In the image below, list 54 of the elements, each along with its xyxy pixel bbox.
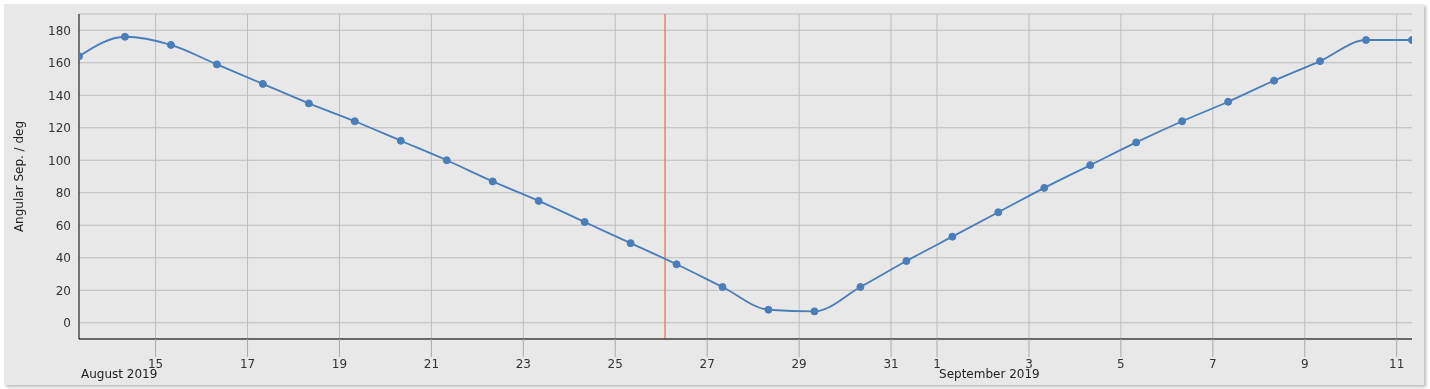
point [1132, 138, 1141, 147]
point [166, 40, 175, 49]
point [764, 305, 773, 314]
y-tick-label: 80 [55, 186, 71, 201]
point [1086, 161, 1095, 170]
x-tick-label: 27 [699, 356, 715, 371]
x-tick-label: 11 [1389, 356, 1405, 371]
y-tick-label: 100 [48, 153, 71, 168]
point [120, 32, 129, 41]
point [1316, 57, 1325, 66]
x-tick-label: 5 [1117, 356, 1125, 371]
y-tick-label: 180 [48, 23, 71, 38]
point [1040, 183, 1049, 192]
point [488, 177, 497, 186]
point [258, 79, 267, 88]
point [902, 257, 911, 265]
x-tick-label: 9 [1300, 356, 1309, 371]
point [810, 307, 819, 316]
y-tick-label: 40 [55, 251, 71, 266]
point [856, 283, 865, 291]
x-tick-label: 1 [933, 356, 941, 371]
point [626, 239, 635, 248]
x-tick-label: 19 [331, 356, 348, 371]
point [718, 283, 727, 291]
point [1362, 36, 1371, 44]
point [534, 196, 543, 205]
x-tick-label: 21 [423, 356, 440, 371]
x-tick-label: 23 [515, 356, 531, 371]
point [304, 99, 313, 108]
text: August 2019 [81, 367, 158, 381]
text: September 2019 [939, 367, 1040, 381]
point [580, 218, 589, 226]
point [212, 60, 221, 69]
x-tick-label: 25 [607, 356, 623, 371]
point [994, 208, 1003, 217]
y-tick-label: 120 [48, 121, 71, 136]
point [350, 117, 359, 126]
y-tick-label: 140 [48, 88, 71, 103]
y-tick-label: 160 [48, 56, 71, 71]
y-tick-label: 0 [63, 316, 71, 331]
point [396, 136, 405, 145]
y-axis-title: Angular Sep. / deg [12, 120, 27, 233]
point [442, 156, 451, 165]
point [1270, 76, 1279, 85]
y-tick-label: 60 [55, 218, 71, 233]
x-tick-label: 29 [791, 356, 807, 371]
point [948, 232, 957, 241]
point [1224, 97, 1233, 106]
x-tick-label: 17 [239, 356, 256, 371]
y-tick-label: 20 [55, 283, 71, 298]
x-tick-label: 31 [883, 356, 899, 371]
x-tick-label: 7 [1209, 356, 1217, 371]
point [672, 260, 681, 269]
point [1178, 117, 1187, 126]
